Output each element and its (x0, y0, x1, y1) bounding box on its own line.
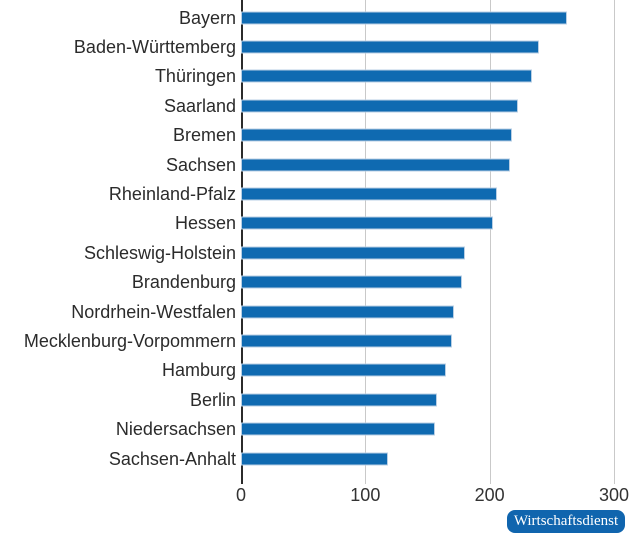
chart-row: Baden-Württemberg (0, 32, 630, 61)
category-label: Schleswig-Holstein (83, 242, 236, 263)
chart-row: Niedersachsen (0, 414, 630, 443)
bar (241, 393, 438, 407)
bar-track (241, 209, 614, 238)
source-badge-label: Wirtschaftsdienst (513, 513, 619, 529)
category-label: Saarland (163, 95, 236, 116)
chart-row: Rheinland-Pfalz (0, 179, 630, 208)
category-label: Bayern (178, 7, 236, 28)
bar (241, 69, 532, 83)
chart-row: Hessen (0, 209, 630, 238)
chart-row: Sachsen-Anhalt (0, 444, 630, 473)
bar-track (241, 268, 614, 297)
chart-row: Sachsen (0, 150, 630, 179)
chart-row: Saarland (0, 91, 630, 120)
bar (241, 275, 463, 289)
bar-track (241, 297, 614, 326)
bar (241, 246, 465, 260)
chart-row: Bremen (0, 121, 630, 150)
bar-track (241, 326, 614, 355)
category-label: Rheinland-Pfalz (108, 184, 236, 205)
x-axis-tick-label: 300 (598, 485, 630, 505)
bar-track (241, 91, 614, 120)
source-badge: Wirtschaftsdienst (507, 510, 625, 533)
category-label: Brandenburg (131, 272, 236, 293)
bar (241, 11, 567, 25)
bar (241, 363, 447, 377)
bar-track (241, 444, 614, 473)
category-label: Berlin (189, 389, 236, 410)
bar-track (241, 414, 614, 443)
chart-row: Hamburg (0, 356, 630, 385)
bar (241, 99, 519, 113)
x-axis-tick-label: 0 (235, 485, 246, 505)
chart-row: Schleswig-Holstein (0, 238, 630, 267)
bar (241, 158, 510, 172)
bar-track (241, 356, 614, 385)
x-axis-tick-label: 100 (350, 485, 381, 505)
category-label: Mecklenburg-Vorpommern (23, 330, 236, 351)
chart-row: Berlin (0, 385, 630, 414)
bar-track (241, 3, 614, 32)
category-label: Baden-Württemberg (73, 37, 236, 58)
bar (241, 128, 513, 142)
chart-row: Thüringen (0, 62, 630, 91)
bar-track (241, 150, 614, 179)
bar (241, 422, 435, 436)
bar-track (241, 179, 614, 208)
bar-track (241, 385, 614, 414)
category-label: Sachsen-Anhalt (108, 448, 236, 469)
bar-track (241, 32, 614, 61)
x-axis-tick-label: 200 (474, 485, 505, 505)
category-label: Niedersachsen (115, 419, 236, 440)
chart-rows: Bayern Baden-Württemberg Thüringen Saarland… (0, 3, 630, 473)
bar (241, 452, 388, 466)
bar (241, 334, 453, 348)
category-label: Bremen (172, 125, 236, 146)
bar-track (241, 62, 614, 91)
bar-track (241, 238, 614, 267)
bar (241, 305, 454, 319)
chart-row: Bayern (0, 3, 630, 32)
category-label: Thüringen (154, 66, 236, 87)
chart-row: Nordrhein-Westfalen (0, 297, 630, 326)
bar (241, 187, 498, 201)
category-label: Nordrhein-Westfalen (71, 301, 236, 322)
bar-track (241, 121, 614, 150)
category-label: Hessen (174, 213, 236, 234)
bar (241, 40, 540, 54)
bar (241, 216, 494, 230)
chart-row: Brandenburg (0, 268, 630, 297)
chart-row: Mecklenburg-Vorpommern (0, 326, 630, 355)
category-label: Hamburg (161, 360, 236, 381)
category-label: Sachsen (165, 154, 236, 175)
